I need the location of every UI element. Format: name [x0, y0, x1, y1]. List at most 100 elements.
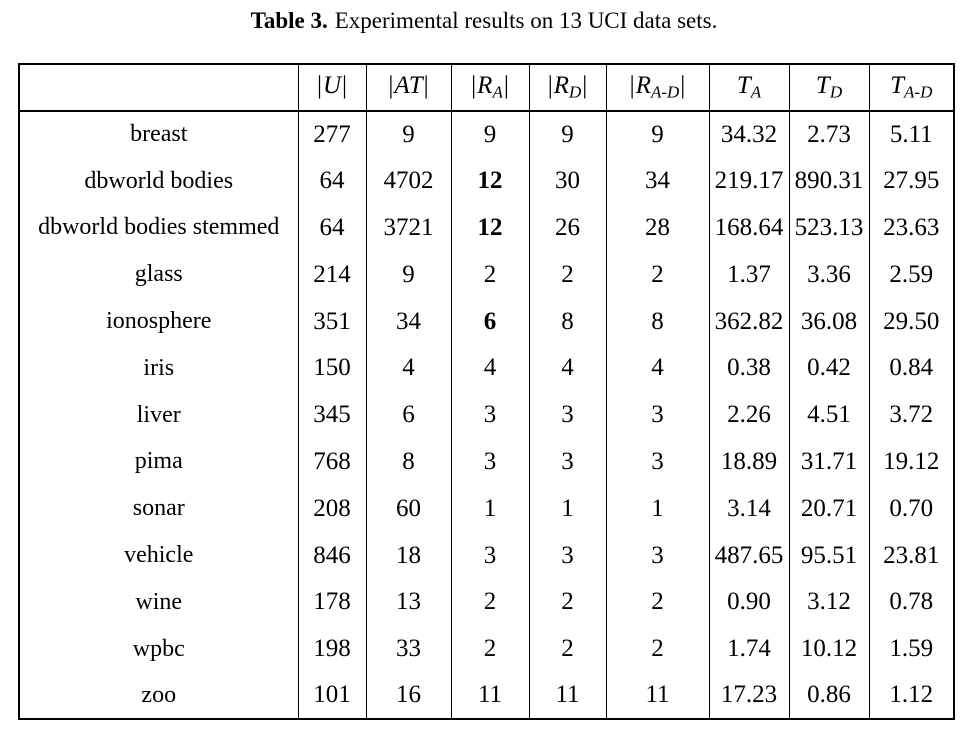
cell-U: 277 — [297, 111, 367, 158]
cell-RA: 11 — [450, 672, 530, 720]
caption-text: Experimental results on 13 UCI data sets… — [334, 8, 718, 33]
cell-RD: 2 — [528, 578, 607, 626]
cell-RAD: 34 — [605, 157, 710, 205]
cell-RAD: 9 — [605, 111, 710, 158]
math-var: R — [477, 72, 493, 100]
cell-RD: 11 — [528, 672, 607, 720]
math-var: U — [322, 72, 342, 100]
row-label: dbworld bodies stemmed — [18, 204, 299, 252]
cell-TAD: 0.70 — [868, 485, 955, 533]
cell-RD: 8 — [528, 298, 607, 345]
math-subscript: A-D — [904, 82, 933, 102]
col-header-TAD: TA-D — [868, 64, 955, 112]
math-bar: | — [423, 72, 429, 100]
cell-RAD: 1 — [605, 485, 710, 533]
cell-AT: 4 — [365, 344, 452, 392]
cell-RA: 3 — [450, 438, 530, 486]
math-bar — [761, 72, 763, 99]
cell-U: 846 — [297, 532, 367, 579]
row-label: breast — [18, 111, 299, 158]
cell-TA: 18.89 — [708, 438, 790, 486]
cell-AT: 60 — [365, 485, 452, 533]
row-label: liver — [18, 391, 299, 439]
cell-TAD: 29.50 — [868, 298, 955, 345]
cell-AT: 3721 — [365, 204, 452, 252]
cell-RA: 12 — [450, 157, 530, 205]
cell-AT: 34 — [365, 298, 452, 345]
col-header-name — [18, 64, 299, 112]
cell-RA: 1 — [450, 485, 530, 533]
cell-TA: 1.37 — [708, 251, 790, 299]
math-bar: | — [388, 72, 394, 100]
cell-AT: 4702 — [365, 157, 452, 205]
math-bar: | — [471, 72, 477, 100]
math-bar: | — [342, 72, 348, 100]
cell-AT: 9 — [365, 111, 452, 158]
cell-TA: 0.38 — [708, 344, 790, 392]
table-caption: Table 3. Experimental results on 13 UCI d… — [0, 7, 968, 35]
table-row: zoo 101 16 11 11 11 17.23 0.86 1.12 — [18, 672, 955, 720]
math-bar: | — [629, 72, 635, 100]
cell-TD: 95.51 — [788, 532, 870, 579]
cell-TAD: 3.72 — [868, 391, 955, 439]
cell-TA: 168.64 — [708, 204, 790, 252]
table-header: |U| |AT| |RA| |RD| |RA-D| TA TD TA-D — [18, 64, 955, 112]
results-table: |U| |AT| |RA| |RD| |RA-D| TA TD TA-D bre… — [18, 63, 955, 721]
cell-RD: 3 — [528, 438, 607, 486]
cell-RAD: 3 — [605, 391, 710, 439]
row-label: ionosphere — [18, 298, 299, 345]
header-row: |U| |AT| |RA| |RD| |RA-D| TA TD TA-D — [18, 64, 955, 112]
cell-RA: 3 — [450, 532, 530, 579]
cell-TD: 4.51 — [788, 391, 870, 439]
cell-TD: 523.13 — [788, 204, 870, 252]
math-bar: | — [547, 72, 553, 100]
cell-TD: 0.42 — [788, 344, 870, 392]
math-bar: | — [316, 72, 322, 100]
table-row: vehicle 846 18 3 3 3 487.65 95.51 23.81 — [18, 532, 955, 579]
math-bar — [932, 72, 934, 99]
table-body: breast 277 9 9 9 9 34.32 2.73 5.11 dbworld bodies… — [18, 111, 955, 720]
cell-TD: 36.08 — [788, 298, 870, 345]
cell-TA: 17.23 — [708, 672, 790, 720]
cell-U: 214 — [297, 251, 367, 299]
col-header-RAD: |RA-D| — [605, 64, 710, 112]
cell-RD: 3 — [528, 532, 607, 579]
cell-TAD: 0.84 — [868, 344, 955, 392]
cell-RA: 9 — [450, 111, 530, 158]
table-row: sonar 208 60 1 1 1 3.14 20.71 0.70 — [18, 485, 955, 533]
cell-TA: 3.14 — [708, 485, 790, 533]
math-var: T — [736, 72, 751, 100]
row-label: glass — [18, 251, 299, 299]
table-row: iris 150 4 4 4 4 0.38 0.42 0.84 — [18, 344, 955, 392]
row-label: zoo — [18, 672, 299, 720]
cell-RD: 2 — [528, 251, 607, 299]
table-row: ionosphere 351 34 6 8 8 362.82 36.08 29.50 — [18, 298, 955, 345]
cell-AT: 8 — [365, 438, 452, 486]
cell-U: 768 — [297, 438, 367, 486]
math-subscript: A — [750, 82, 762, 102]
cell-TD: 0.86 — [788, 672, 870, 720]
cell-TAD: 23.63 — [868, 204, 955, 252]
cell-TAD: 23.81 — [868, 532, 955, 579]
math-bar: | — [503, 72, 509, 100]
math-var: T — [815, 72, 830, 100]
cell-TD: 10.12 — [788, 625, 870, 673]
col-header-U: |U| — [297, 64, 367, 112]
math-bar: | — [582, 72, 588, 100]
cell-RD: 4 — [528, 344, 607, 392]
col-header-RA: |RA| — [450, 64, 530, 112]
math-subscript: D — [829, 82, 843, 102]
cell-TD: 890.31 — [788, 157, 870, 205]
cell-RA: 2 — [450, 625, 530, 673]
cell-TAD: 1.59 — [868, 625, 955, 673]
cell-TA: 2.26 — [708, 391, 790, 439]
cell-U: 64 — [297, 157, 367, 205]
col-header-TA: TA — [708, 64, 790, 112]
cell-RA: 4 — [450, 344, 530, 392]
cell-RD: 2 — [528, 625, 607, 673]
table-row: glass 214 9 2 2 2 1.37 3.36 2.59 — [18, 251, 955, 299]
cell-TA: 34.32 — [708, 111, 790, 158]
math-subscript: A — [492, 82, 503, 102]
cell-RA: 3 — [450, 391, 530, 439]
cell-RAD: 2 — [605, 251, 710, 299]
